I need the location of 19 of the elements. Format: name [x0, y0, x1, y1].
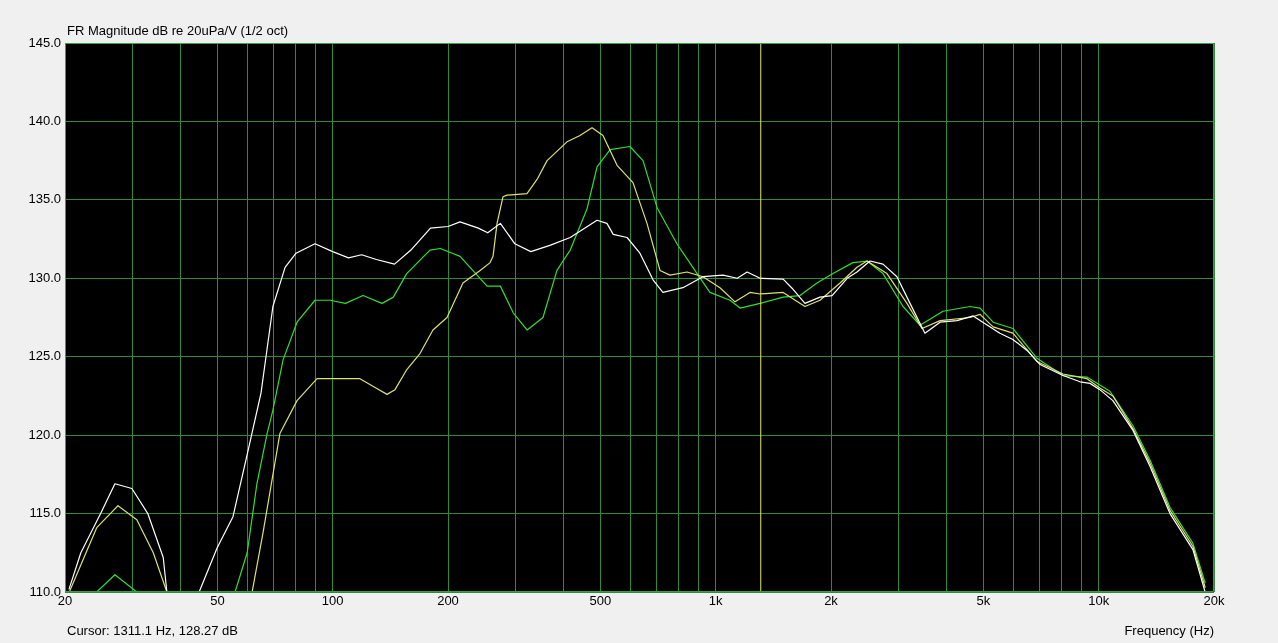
- x-axis-title: Frequency (Hz): [1124, 623, 1214, 638]
- y-tick-label: 115.0: [29, 505, 61, 521]
- text: Cursor: 1311.1 Hz, 128.27 dB: [67, 623, 239, 638]
- x-tick-label: 50: [210, 593, 225, 609]
- x-tick-label: 200: [437, 593, 459, 609]
- x-tick-label: 100: [321, 593, 344, 609]
- chart-title: FR Magnitude dB re 20uPa/V (1/2 oct): [67, 23, 289, 38]
- y-tick-label: 145.0: [28, 34, 61, 50]
- x-tick-label: 1k: [708, 593, 724, 609]
- y-tick-label: 130.0: [28, 269, 61, 285]
- x-tick-label: 10k: [1088, 593, 1110, 609]
- x-tick-label: 5k: [976, 593, 991, 609]
- y-tick-label: 120.0: [28, 426, 61, 442]
- y-tick-label: 140.0: [28, 113, 61, 129]
- y-tick-label: 125.0: [28, 348, 61, 364]
- y-tick-label: 135.0: [28, 191, 61, 207]
- x-tick-label: 500: [589, 593, 612, 609]
- x-tick-label: 20k: [1203, 593, 1225, 609]
- x-tick-label: 2k: [824, 593, 839, 609]
